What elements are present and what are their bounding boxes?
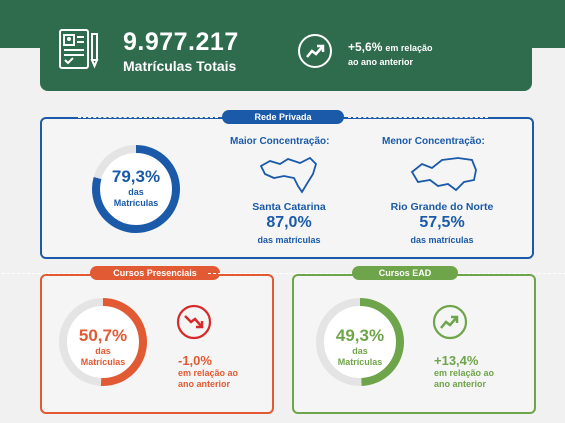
total-change-value: +5,6% bbox=[348, 40, 383, 54]
trend-down-icon bbox=[176, 304, 212, 340]
min-concentration-state: Rio Grande do Norte bbox=[390, 201, 494, 213]
ead-share-ring bbox=[316, 298, 404, 386]
private-share-label2: Matrículas bbox=[113, 198, 159, 208]
presencial-change-text1: em relação ao bbox=[178, 368, 239, 378]
ead-change-text2: ano anterior bbox=[434, 379, 487, 389]
document-icon bbox=[59, 29, 99, 69]
ead-share-value: 49,3% bbox=[335, 326, 385, 345]
ead-change: +13,4% em relação ao ano anterior bbox=[434, 353, 494, 390]
total-change-text1: em relação bbox=[385, 43, 433, 53]
santa-catarina-map-icon bbox=[259, 156, 318, 194]
private-share-value: 79,3% bbox=[111, 167, 161, 186]
min-concentration-subtitle: das matrículas bbox=[410, 235, 474, 245]
presencial-share-text: 50,7% das Matrículas bbox=[61, 326, 145, 368]
min-concentration-value: 57,5% bbox=[419, 214, 465, 231]
private-share-text: 79,3% das Matrículas bbox=[94, 167, 178, 209]
total-enrollments-label: Matrículas Totais bbox=[123, 58, 237, 74]
private-network-badge: Rede Privada bbox=[78, 110, 488, 124]
total-enrollments-card: 9.977.217 Matrículas Totais +5,6% em rel… bbox=[40, 6, 532, 91]
max-concentration-value: 87,0% bbox=[266, 214, 312, 231]
ead-share-text: 49,3% das Matrículas bbox=[318, 326, 402, 368]
rio-grande-do-norte-map-icon bbox=[410, 157, 477, 192]
total-change-text2: ao ano anterior bbox=[348, 57, 414, 67]
presencial-change: -1,0% em relação ao ano anterior bbox=[178, 353, 238, 390]
presencial-change-value: -1,0% bbox=[178, 353, 212, 368]
presencial-share-value: 50,7% bbox=[78, 326, 128, 345]
ead-share-label1: das bbox=[352, 346, 368, 356]
total-enrollments-value: 9.977.217 bbox=[123, 28, 239, 56]
total-change: +5,6% em relação ao ano anterior bbox=[348, 40, 432, 69]
max-concentration-title: Maior Concentração: bbox=[230, 136, 330, 147]
presencial-share-label2: Matrículas bbox=[80, 357, 126, 367]
trend-up-icon bbox=[298, 34, 332, 68]
presencial-badge: Cursos Presenciais bbox=[0, 266, 364, 280]
private-share-ring bbox=[92, 145, 180, 233]
max-concentration-subtitle: das matrículas bbox=[257, 235, 321, 245]
presencial-change-text2: ano anterior bbox=[178, 379, 231, 389]
presencial-share-ring bbox=[59, 298, 147, 386]
ead-badge: Cursos EAD bbox=[208, 266, 565, 280]
max-concentration-state: Santa Catarina bbox=[252, 201, 326, 213]
min-concentration-title: Menor Concentração: bbox=[382, 136, 485, 147]
private-share-label1: das bbox=[128, 187, 144, 197]
presencial-share-label1: das bbox=[95, 346, 111, 356]
ead-change-text1: em relação ao bbox=[434, 368, 495, 378]
ead-change-value: +13,4% bbox=[434, 353, 479, 368]
ead-share-label2: Matrículas bbox=[337, 357, 383, 367]
trend-up-icon bbox=[432, 304, 468, 340]
